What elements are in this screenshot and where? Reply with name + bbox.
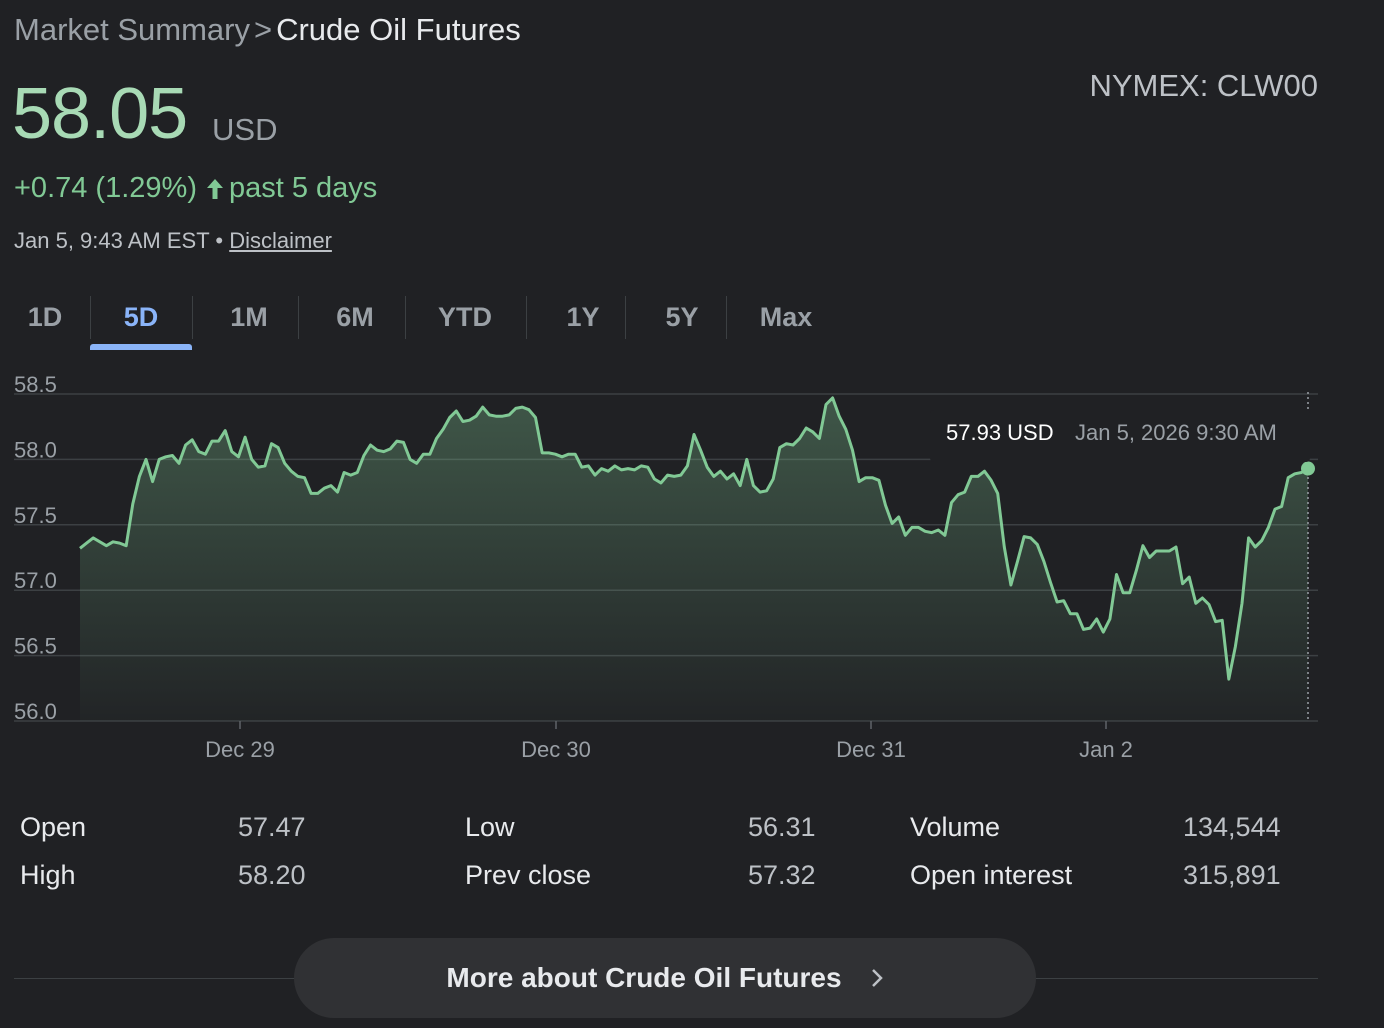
stat-label-open: Open [20,812,87,842]
stat-label-open-interest: Open interest [910,860,1073,890]
tab-label: Max [759,302,813,332]
change-period: past 5 days [228,172,378,204]
tab-label: 1D [27,302,63,332]
tab-label: 6M [336,302,374,332]
tab-1m[interactable]: 1M [200,300,298,348]
tab-label: 5D [123,302,159,332]
active-tab-indicator [90,344,192,350]
y-tick-label: 57.5 [14,503,57,528]
hover-point [1301,461,1315,476]
tooltip-date: Jan 5, 2026 9:30 AM [1075,420,1277,445]
price-value: 58.05 [12,74,188,154]
stat-label-volume: Volume [910,812,1001,842]
timestamp: Jan 5, 9:43 AM EST [14,228,210,253]
tab-max[interactable]: Max [736,300,836,348]
ticker-symbol: NYMEX: CLW00 [1089,68,1318,103]
y-tick-label: 56.5 [14,634,57,659]
disclaimer-link[interactable]: Disclaimer [229,228,332,253]
tab-ytd[interactable]: YTD [410,300,520,348]
stat-label-high: High [20,860,76,890]
tab-divider [625,296,626,339]
y-tick-label: 58.5 [14,372,57,397]
chart-line [79,396,1309,681]
chevron-right-icon [870,967,884,989]
more-about-label: More about Crude Oil Futures [446,962,842,993]
tab-1d[interactable]: 1D [14,300,76,348]
stat-label-low: Low [465,812,515,842]
change-amount: +0.74 (1.29%) [14,172,197,204]
breadcrumb-parent[interactable]: Market Summary [14,12,250,47]
stat-value-high: 58.20 [238,860,306,890]
stat-value-prev-close: 57.32 [748,860,816,890]
breadcrumb: Market Summary > Crude Oil Futures [14,12,521,48]
stat-value-open-interest: 315,891 [1183,860,1281,890]
arrow-up-icon [206,178,223,199]
tooltip-value: 57.93 USD [946,420,1054,445]
breadcrumb-separator: > [253,12,273,47]
chart-area [80,397,1308,721]
tab-divider [405,296,406,339]
timestamp-separator: • [215,228,224,253]
x-tick-label: Dec 29 [205,737,275,762]
tab-5y[interactable]: 5Y [636,300,728,348]
timestamp-line: Jan 5, 9:43 AM EST • Disclaimer [14,228,332,254]
y-tick-label: 56.0 [14,699,57,724]
tab-label: YTD [438,302,492,332]
tab-divider [726,296,727,339]
price-change: +0.74 (1.29%) past 5 days [14,172,377,205]
breadcrumb-current: Crude Oil Futures [276,12,521,47]
stat-label-prev-close: Prev close [465,860,592,890]
price-currency: USD [212,112,278,147]
tab-label: 1Y [566,302,600,332]
tab-divider [90,296,91,339]
tab-5d[interactable]: 5D [90,300,192,350]
tab-label: 1M [230,302,268,332]
price-chart[interactable]: 58.5 58.0 57.5 57.0 56.5 56.0 Dec 29 Dec 30 Dec… [0,370,1384,770]
tab-divider [192,296,193,339]
more-about-button[interactable]: More about Crude Oil Futures [294,938,1036,1018]
y-tick-label: 58.0 [14,437,57,462]
tab-1y[interactable]: 1Y [538,300,628,348]
stat-value-volume: 134,544 [1183,812,1281,842]
tab-divider [526,296,527,339]
x-tick-label: Dec 30 [521,737,591,762]
tab-divider [298,296,299,339]
x-tick-label: Dec 31 [836,737,906,762]
y-tick-label: 57.0 [14,568,57,593]
stat-value-open: 57.47 [238,812,306,842]
tab-label: 5Y [665,302,699,332]
stat-value-low: 56.31 [748,812,816,842]
tab-6m[interactable]: 6M [306,300,404,348]
x-tick-label: Jan 2 [1079,737,1133,762]
chart-tooltip: 57.93 USD Jan 5, 2026 9:30 AM [930,410,1310,462]
